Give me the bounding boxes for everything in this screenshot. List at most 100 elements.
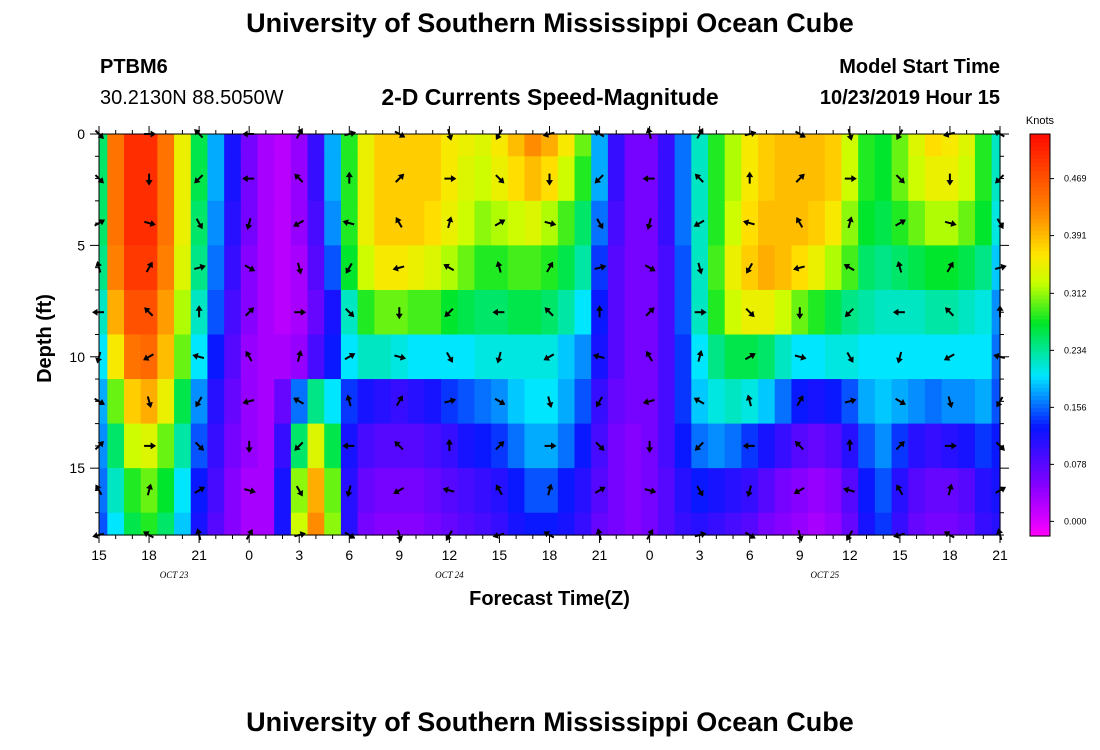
footer-title: University of Southern Mississippi Ocean…	[246, 707, 854, 737]
current-arrow	[495, 484, 503, 496]
current-arrow	[543, 353, 555, 361]
heat-cell	[207, 156, 225, 202]
colorbar-swatch	[1030, 391, 1050, 396]
heat-cell	[758, 334, 776, 380]
heat-cell	[474, 134, 492, 157]
y-tick-label: 10	[69, 349, 85, 365]
current-arrow	[546, 173, 553, 186]
heat-cell	[624, 289, 642, 336]
heat-cell	[274, 200, 292, 246]
heat-cell	[774, 134, 793, 157]
current-arrow	[242, 398, 255, 406]
heat-cell	[224, 379, 242, 425]
colorbar-tick-label: 0.469	[1064, 174, 1087, 184]
heat-cell	[724, 200, 742, 246]
heat-cell	[357, 468, 375, 514]
current-arrow	[946, 261, 954, 273]
y-tick-label: 0	[77, 126, 85, 142]
heat-cell	[758, 289, 776, 336]
date-label: OCT 23	[160, 570, 189, 580]
heat-cell	[507, 289, 526, 336]
heat-cell	[674, 200, 692, 246]
heat-cell	[908, 423, 926, 469]
heat-cell	[958, 200, 976, 246]
heat-cell	[758, 245, 776, 291]
heat-cell	[607, 200, 626, 246]
heat-cell	[107, 156, 125, 202]
heat-cell	[624, 334, 642, 380]
heat-cell	[324, 200, 342, 246]
heat-cell	[174, 423, 192, 469]
colorbar-swatch	[1030, 523, 1050, 529]
heat-cell	[507, 334, 526, 380]
current-arrow	[896, 260, 903, 273]
heat-cell	[991, 200, 1001, 246]
current-arrow	[495, 260, 503, 273]
heat-cell	[274, 245, 292, 291]
colorbar-swatch	[1030, 158, 1050, 163]
colorbar-tick-label: 0.000	[1064, 516, 1087, 526]
current-arrow	[843, 486, 855, 494]
heat-cell	[524, 512, 542, 536]
heat-cell	[874, 245, 893, 291]
heat-cell	[224, 468, 242, 514]
heat-cell	[424, 334, 442, 380]
current-arrow	[495, 174, 505, 184]
current-arrow	[696, 485, 704, 497]
heat-cell	[457, 379, 476, 425]
current-arrow	[594, 486, 606, 494]
current-arrow	[592, 353, 605, 360]
colorbar-swatch	[1030, 190, 1050, 195]
current-arrow	[244, 264, 256, 272]
heat-cell	[657, 468, 676, 514]
heat-cell	[390, 134, 409, 157]
current-arrow	[645, 218, 653, 230]
heat-cell	[774, 245, 793, 291]
colorbar-swatch	[1030, 507, 1050, 513]
colorbar-swatch	[1030, 242, 1050, 248]
heat-cell	[674, 468, 692, 514]
heat-cell	[274, 468, 292, 514]
heat-cell	[374, 289, 392, 336]
heat-cell	[557, 334, 576, 380]
colorbar-swatch	[1030, 343, 1050, 348]
current-arrow	[295, 485, 303, 497]
heat-cell	[958, 512, 976, 536]
heat-cell	[324, 334, 342, 380]
heat-cell	[708, 512, 726, 536]
heat-cell	[457, 289, 476, 336]
heat-cell	[674, 156, 692, 202]
heat-cell	[607, 468, 626, 514]
colorbar-swatch	[1030, 467, 1050, 473]
heat-cell	[207, 512, 225, 536]
colorbar-swatch	[1030, 503, 1050, 509]
heat-cell	[574, 334, 592, 380]
heat-cell	[858, 379, 876, 425]
heat-cell	[99, 423, 108, 469]
heat-cell	[357, 423, 375, 469]
current-arrow	[596, 218, 604, 230]
heat-cell	[524, 468, 542, 514]
colorbar-swatch	[1030, 138, 1050, 143]
heat-cell	[858, 423, 876, 469]
colorbar-swatch	[1030, 330, 1050, 336]
heat-cell	[774, 289, 793, 336]
heat-cell	[407, 468, 425, 514]
x-tick-label: 21	[592, 547, 608, 563]
heat-cell	[507, 468, 526, 514]
x-tick-label: 3	[696, 547, 704, 563]
heat-cell	[958, 289, 976, 336]
colorbar-swatch	[1030, 198, 1050, 203]
heat-cell	[657, 200, 676, 246]
model-start-label: Model Start Time	[839, 56, 1000, 78]
heat-cell	[808, 468, 826, 514]
colorbar-swatch	[1030, 254, 1050, 260]
heat-cell	[424, 423, 442, 469]
colorbar-swatch	[1030, 407, 1050, 412]
x-tick-label: 0	[245, 547, 253, 563]
heat-cell	[157, 468, 175, 514]
colorbar-swatch	[1030, 286, 1050, 292]
current-arrow	[194, 174, 204, 184]
heat-cell	[974, 423, 993, 469]
heat-cell	[607, 289, 626, 336]
